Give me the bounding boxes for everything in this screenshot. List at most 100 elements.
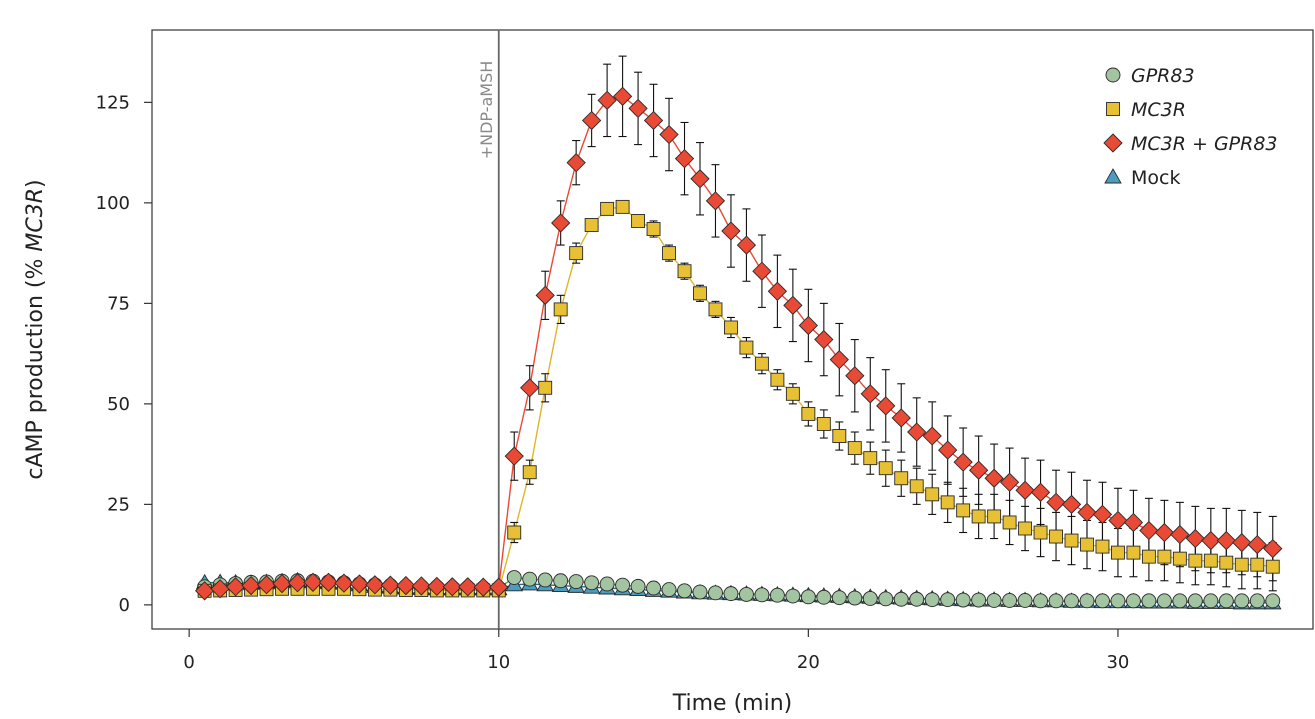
data-point-gpr83 [738, 586, 754, 602]
data-point-mc3r-gpr83 [1092, 504, 1113, 525]
data-point-mc3r-gpr83 [829, 350, 849, 370]
legend-label-part: GPR83 [1131, 65, 1195, 87]
legend-marker-mc3r [1106, 102, 1120, 116]
y-tick-label: 50 [107, 394, 130, 415]
data-point-mc3r-gpr83 [334, 573, 354, 593]
data-point-mc3r [507, 525, 522, 540]
data-point-mc3r-gpr83 [891, 408, 911, 428]
data-point-mc3r [693, 286, 707, 301]
data-point-gpr83 [1017, 593, 1033, 608]
data-point-mc3r-gpr83 [767, 281, 788, 301]
data-point-mc3r-gpr83 [458, 577, 478, 597]
data-point-mc3r-gpr83 [1139, 520, 1159, 541]
data-point-mc3r [1126, 545, 1141, 560]
data-point-gpr83 [1064, 593, 1079, 609]
legend-label-mc3r-gpr83: MC3R + GPR83 [1131, 133, 1278, 155]
legend-label-mock: Mock [1131, 167, 1180, 189]
data-point-mc3r-gpr83 [798, 315, 818, 336]
data-point-mc3r-gpr83 [1030, 482, 1051, 502]
data-point-gpr83 [1141, 593, 1157, 609]
data-point-mc3r-gpr83 [349, 574, 370, 594]
data-point-mc3r-gpr83 [953, 452, 973, 472]
data-point-gpr83 [785, 588, 801, 604]
data-point-gpr83 [1172, 593, 1188, 609]
data-point-mc3r [739, 340, 754, 355]
data-point-mc3r [1080, 537, 1094, 552]
data-point-mc3r-gpr83 [535, 285, 555, 305]
data-point-mc3r [1049, 529, 1063, 544]
data-point-gpr83 [847, 590, 863, 606]
data-point-mc3r-gpr83 [256, 575, 277, 595]
data-point-gpr83 [893, 591, 909, 607]
data-point-mc3r [1172, 551, 1187, 566]
data-point-mc3r [863, 451, 878, 466]
data-point-gpr83 [1187, 593, 1203, 609]
data-point-mc3r [785, 386, 800, 401]
data-point-mc3r-gpr83 [442, 577, 462, 597]
data-point-mc3r-gpr83 [551, 213, 571, 233]
data-point-mc3r-gpr83 [690, 169, 710, 189]
data-point-mc3r [677, 264, 692, 279]
data-point-gpr83 [940, 592, 956, 608]
legend-label-part: GPR83 [1214, 133, 1278, 155]
legend-label-part: Mock [1131, 167, 1180, 189]
data-point-mc3r [538, 380, 553, 395]
data-point-mc3r-gpr83 [705, 191, 726, 211]
data-point-gpr83 [708, 585, 723, 601]
data-point-gpr83 [630, 578, 646, 594]
data-point-gpr83 [723, 586, 739, 602]
data-point-mc3r-gpr83 [396, 575, 416, 596]
data-point-gpr83 [1218, 593, 1234, 609]
data-point-gpr83 [1125, 593, 1141, 609]
y-tick-label: 100 [96, 193, 130, 214]
legend-item-gpr83: GPR83 [1105, 65, 1195, 87]
data-point-mc3r [1141, 549, 1156, 564]
data-point-mc3r [708, 302, 723, 317]
data-point-mc3r-gpr83 [504, 446, 524, 466]
y-axis-title-suffix: ) [23, 179, 48, 188]
y-tick-label: 0 [119, 595, 130, 616]
data-point-mc3r-gpr83 [938, 440, 958, 460]
x-tick-label: 30 [1106, 652, 1129, 673]
data-point-mc3r [724, 320, 738, 335]
data-point-gpr83 [661, 582, 677, 598]
data-point-mc3r [878, 461, 893, 476]
data-point-mc3r [971, 509, 986, 524]
data-point-mc3r [801, 406, 816, 421]
data-point-mc3r-gpr83 [659, 124, 679, 145]
data-point-gpr83 [599, 576, 615, 592]
data-point-gpr83 [754, 587, 770, 603]
data-point-gpr83 [971, 592, 987, 608]
data-point-gpr83 [1265, 593, 1281, 609]
data-point-mc3r-gpr83 [922, 426, 942, 446]
data-point-mc3r-gpr83 [814, 329, 834, 350]
data-point-gpr83 [646, 580, 662, 596]
data-point-gpr83 [677, 583, 692, 599]
data-point-gpr83 [506, 570, 522, 585]
legend-label-part: MC3R [1131, 133, 1186, 155]
data-point-gpr83 [909, 591, 925, 607]
data-point-mc3r-gpr83 [1061, 494, 1082, 515]
data-point-mc3r-gpr83 [318, 572, 339, 593]
data-point-mc3r-gpr83 [628, 98, 648, 119]
data-point-gpr83 [692, 584, 708, 600]
data-point-mc3r [770, 372, 785, 387]
data-point-mc3r [1219, 555, 1234, 570]
data-point-mc3r-gpr83 [1154, 522, 1175, 543]
data-point-mc3r-gpr83 [1185, 528, 1205, 549]
data-point-mc3r-gpr83 [984, 468, 1004, 488]
data-point-mc3r [894, 471, 909, 486]
legend-marker-gpr83 [1105, 67, 1121, 83]
data-point-gpr83 [537, 572, 553, 588]
data-point-mc3r-gpr83 [241, 575, 261, 596]
data-point-mc3r [832, 429, 847, 443]
data-point-gpr83 [615, 577, 631, 593]
data-point-gpr83 [800, 589, 816, 605]
data-point-mc3r-gpr83 [303, 572, 323, 593]
legend-label-mc3r: MC3R [1131, 99, 1186, 121]
data-point-mc3r [631, 214, 646, 228]
data-point-mc3r-gpr83 [427, 576, 447, 597]
data-point-mc3r-gpr83 [225, 577, 246, 597]
data-point-gpr83 [1234, 593, 1250, 609]
data-point-mc3r [1064, 533, 1079, 548]
